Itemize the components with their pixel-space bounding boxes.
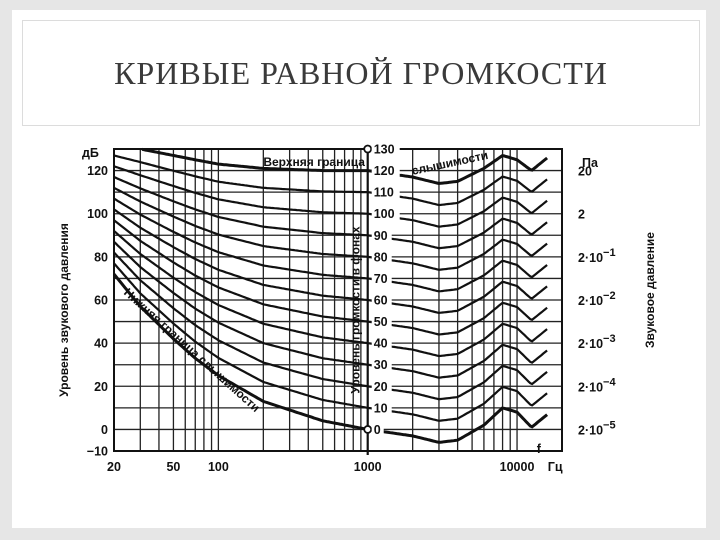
phon-curve (113, 175, 548, 250)
x-axis: 20 50 100 1000 10000 Гцf (107, 442, 563, 474)
phon-curve (113, 197, 548, 293)
phon-label-bg (371, 293, 392, 307)
y-tick-label: 0 (101, 423, 108, 437)
left-axis-unit: дБ (82, 146, 99, 160)
phon-curve (113, 154, 548, 207)
right-tick-exponent: −2 (603, 290, 616, 302)
x-tick-label: 50 (166, 460, 180, 474)
phon-label-bg (371, 422, 384, 436)
y-axis-title: Уровень звукового давления (57, 223, 71, 397)
phon-label: 70 (374, 272, 388, 286)
phon-label-bg (371, 142, 400, 156)
phon-curve (113, 219, 548, 336)
phon-label-bg (371, 250, 392, 264)
y-tick-label: 60 (94, 294, 108, 308)
phon-label: 10 (374, 401, 388, 415)
phon-marker-bottom (363, 425, 373, 434)
right-tick-exponent: −3 (603, 333, 616, 345)
right-tick-label: 20 (578, 165, 592, 179)
phon-curves (112, 147, 549, 444)
phon-label: 110 (374, 186, 394, 200)
phon-curve (113, 251, 548, 401)
phon-label-bg (371, 358, 392, 372)
phon-curve (113, 262, 548, 422)
phon-curve (113, 230, 548, 358)
phon-curve (113, 241, 548, 379)
right-tick-label: 2 (578, 208, 585, 222)
y-tick-label: 40 (94, 337, 108, 351)
title-box: КРИВЫЕ РАВНОЙ ГРОМКОСТИ (22, 20, 700, 126)
phon-label: 0 (374, 423, 381, 437)
phon-label-bg (371, 271, 392, 285)
phon-label-bg (371, 207, 400, 221)
slide-title: КРИВЫЕ РАВНОЙ ГРОМКОСТИ (114, 55, 608, 91)
phon-label-bg (371, 228, 392, 242)
phon-label: 120 (374, 164, 395, 178)
phon-curve (141, 147, 549, 186)
phon-label: 130 (374, 143, 395, 157)
phon-label-bg (371, 164, 400, 178)
phon-label: 60 (374, 294, 388, 308)
x-tick-label: 10000 (500, 460, 535, 474)
y-tick-label: 20 (94, 380, 108, 394)
y-tick-label: 100 (87, 207, 108, 221)
right-tick-exponent: −5 (603, 419, 616, 431)
phon-curve (113, 186, 548, 271)
right-axis-title: Звуковое давление (643, 232, 657, 348)
right-tick-exponent: −4 (603, 376, 616, 388)
x-tick-label: 1000 (354, 460, 382, 474)
phon-axis-title: Уровень громкости в фонах (349, 226, 363, 393)
phon-label: 100 (374, 207, 395, 221)
upper-bound-label: Верхняя граница (263, 155, 365, 169)
phon-label-bg (371, 379, 392, 393)
right-axis-unit: Па (582, 156, 599, 170)
plot-frame (113, 148, 563, 452)
left-y-axis: дБ 120 100 80 60 40 20 0 −10 Уровень звукового да… (57, 146, 108, 459)
right-tick-exponent: −1 (603, 247, 616, 259)
phon-label-bg (371, 315, 392, 329)
phon-label: 20 (374, 380, 388, 394)
phon-curve (113, 208, 548, 315)
phon-marker-top (363, 144, 373, 154)
phon-label-bg (371, 401, 392, 415)
phon-label-bg (371, 185, 400, 199)
phon-curve (113, 165, 548, 228)
phon-label: 90 (374, 229, 388, 243)
phon-curve (112, 273, 549, 444)
phon-label: 40 (374, 337, 388, 351)
x-tick-label: 20 (107, 460, 121, 474)
phon-label: 30 (374, 358, 388, 372)
phon-label: 80 (374, 250, 388, 264)
x-tick-label: 100 (208, 460, 229, 474)
x-axis-f-label: f (537, 442, 542, 456)
phon-label: 50 (374, 315, 388, 329)
x-axis-title: Гц (548, 460, 563, 474)
y-tick-label: 80 (94, 250, 108, 264)
chart-grid (113, 148, 563, 452)
phon-label-bg (371, 336, 392, 350)
y-tick-label: −10 (87, 445, 108, 459)
y-tick-label: 120 (87, 164, 108, 178)
